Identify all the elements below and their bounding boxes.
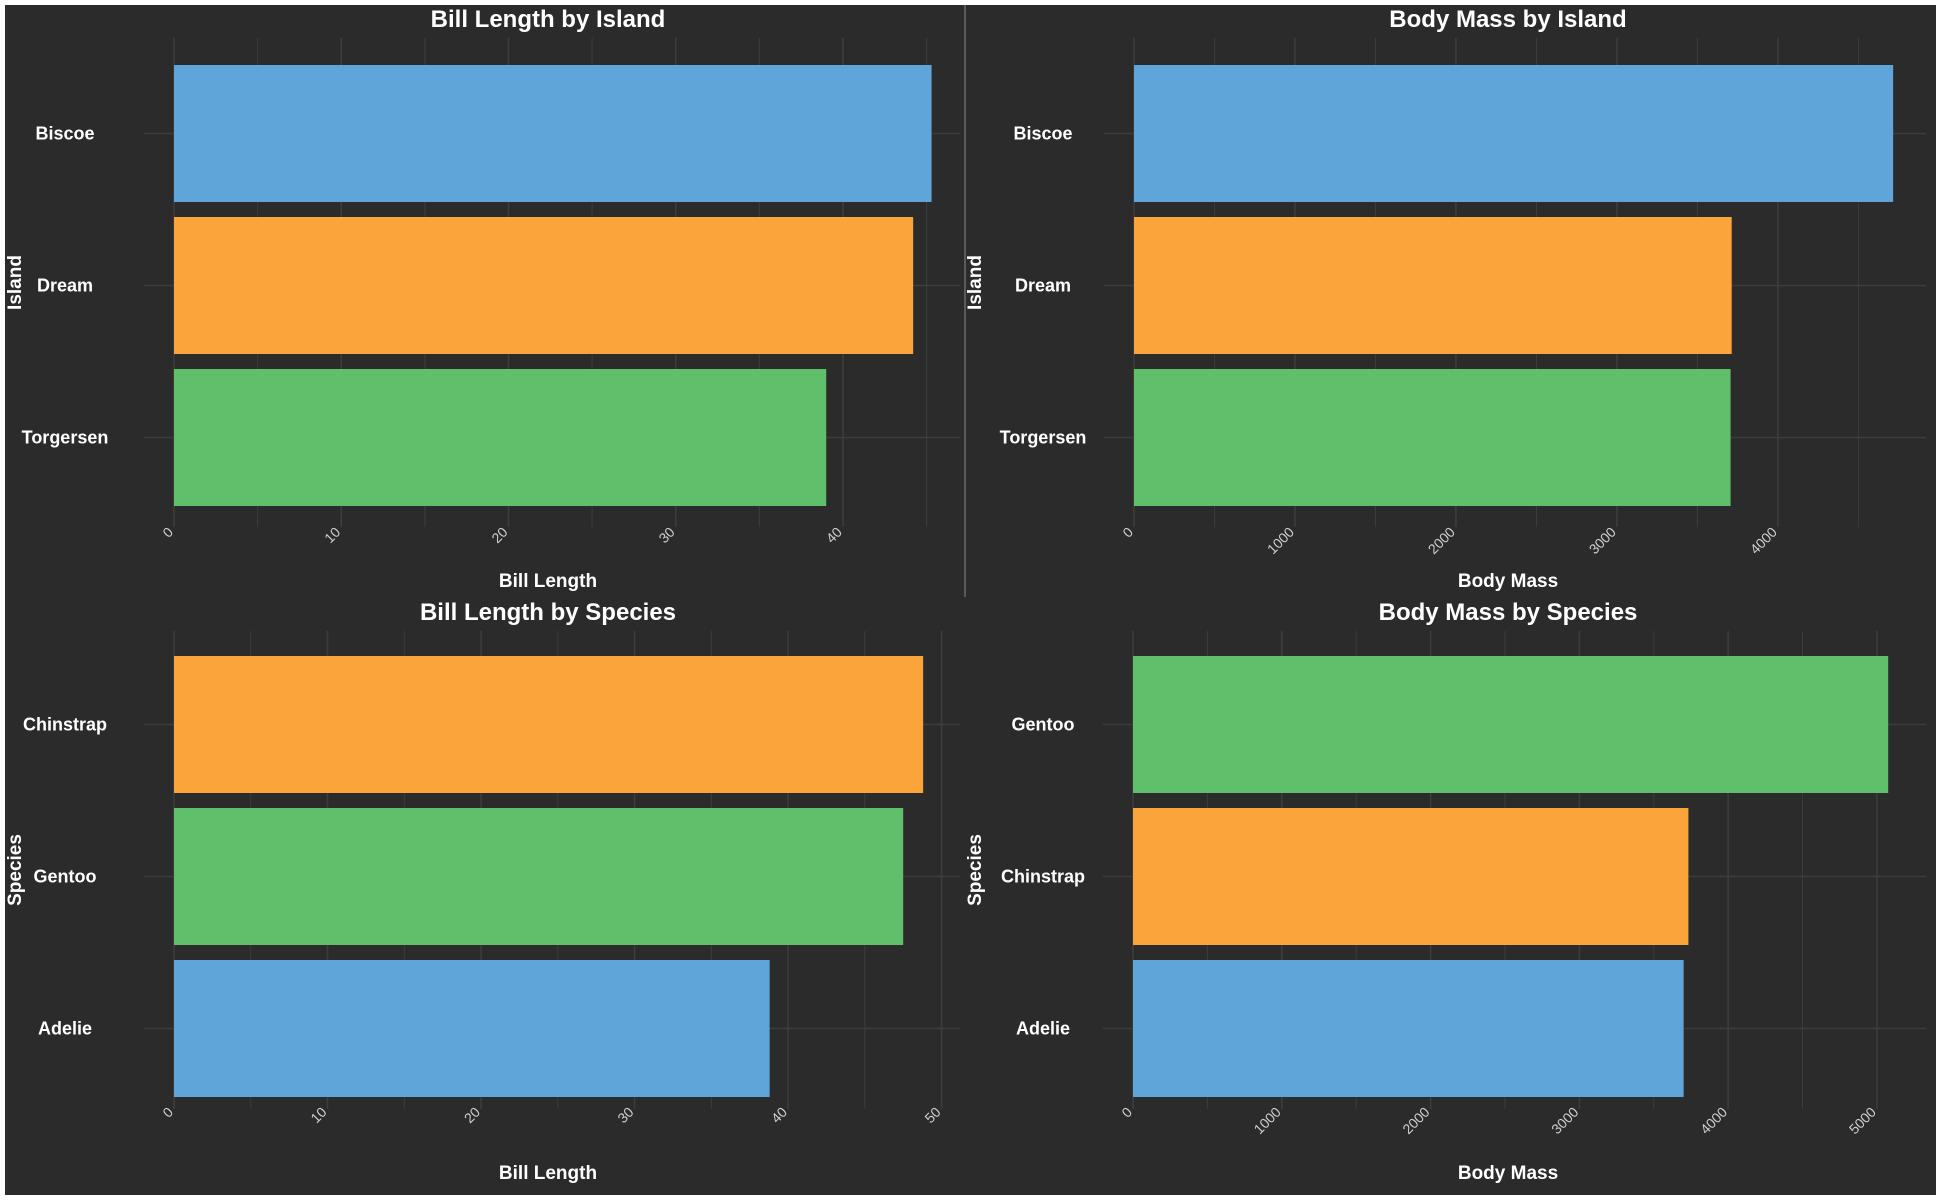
- x-tick-label: 4000: [1747, 524, 1780, 557]
- x-axis-label: Body Mass: [1458, 571, 1558, 592]
- y-axis-label: Species: [965, 834, 986, 906]
- x-tick-label: 40: [768, 1104, 790, 1126]
- x-tick-label: 50: [921, 1104, 943, 1126]
- x-tick-label: 10: [307, 1104, 329, 1126]
- chart-title: Bill Length by Island: [431, 6, 666, 33]
- chart-title: Body Mass by Island: [1389, 6, 1626, 33]
- category-label: Gentoo: [34, 867, 97, 887]
- bar-biscoe: [1134, 65, 1894, 202]
- bar-chinstrap: [174, 656, 924, 793]
- y-axis-label: Species: [5, 834, 26, 906]
- x-tick-label: 1000: [1251, 1104, 1284, 1137]
- category-label: Dream: [1015, 276, 1071, 296]
- x-axis-label: Body Mass: [1458, 1163, 1558, 1184]
- x-tick-label: 3000: [1548, 1104, 1581, 1137]
- bar-adelie: [174, 960, 770, 1097]
- dashboard-frame: Biscoe Dream Torgersen 0 10 20 30 40 Bill Length…: [5, 5, 1936, 1195]
- category-label: Biscoe: [1013, 124, 1072, 144]
- x-tick-label: 40: [823, 524, 845, 546]
- x-tick-label: 20: [488, 524, 510, 546]
- bar-dream: [1134, 217, 1732, 354]
- x-tick-label: 4000: [1697, 1104, 1730, 1137]
- x-axis-label: Bill Length: [499, 571, 597, 592]
- category-label: Adelie: [38, 1019, 92, 1039]
- x-tick-label: 2000: [1399, 1104, 1432, 1137]
- category-label: Adelie: [1016, 1019, 1070, 1039]
- category-label: Chinstrap: [1001, 867, 1085, 887]
- category-label: Dream: [37, 276, 93, 296]
- x-tick-label: 30: [655, 524, 677, 546]
- x-tick-label: 1000: [1264, 524, 1297, 557]
- chart-title: Body Mass by Species: [1379, 599, 1638, 626]
- bar-torgersen: [1134, 369, 1731, 506]
- category-label: Torgersen: [22, 428, 109, 448]
- x-axis-label: Bill Length: [499, 1163, 597, 1184]
- bar-torgersen: [174, 369, 827, 506]
- y-axis-label: Island: [965, 255, 986, 310]
- bar-dream: [174, 217, 914, 354]
- x-tick-label: 20: [461, 1104, 483, 1126]
- category-label: Chinstrap: [23, 715, 107, 735]
- x-tick-label: 30: [614, 1104, 636, 1126]
- chart-title: Bill Length by Species: [420, 599, 676, 626]
- bar-gentoo: [1133, 656, 1889, 793]
- bar-gentoo: [174, 808, 904, 945]
- x-tick-label: 2000: [1425, 524, 1458, 557]
- category-label: Torgersen: [1000, 428, 1087, 448]
- x-tick-label: 5000: [1846, 1104, 1879, 1137]
- category-label: Gentoo: [1012, 715, 1075, 735]
- bar-biscoe: [174, 65, 932, 202]
- category-label: Biscoe: [35, 124, 94, 144]
- x-tick-label: 10: [321, 524, 343, 546]
- x-tick-label: 3000: [1586, 524, 1619, 557]
- y-axis-label: Island: [5, 255, 26, 310]
- bar-adelie: [1133, 960, 1684, 1097]
- bar-chinstrap: [1133, 808, 1689, 945]
